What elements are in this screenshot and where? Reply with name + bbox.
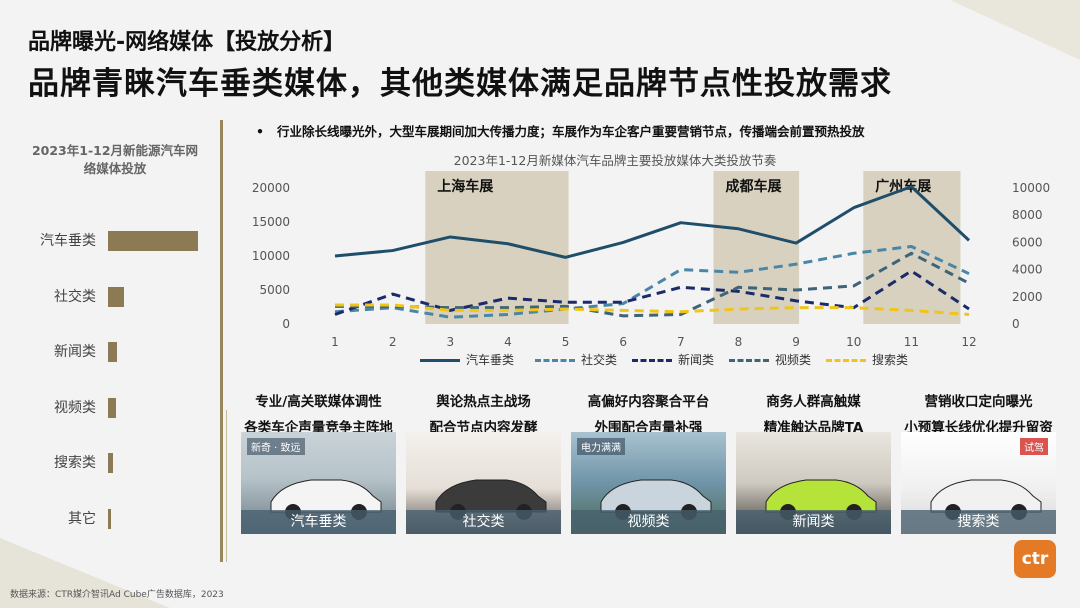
legend-swatch: [535, 359, 575, 362]
bar-row: 搜索类: [20, 451, 215, 475]
divider: [226, 410, 227, 562]
divider: [220, 120, 223, 562]
legend-label: 视频类: [775, 353, 812, 367]
event-band: [425, 171, 569, 324]
horizontal-bar-chart: 汽车垂类社交类新闻类视频类搜索类其它: [20, 215, 215, 545]
x-tick: 1: [331, 335, 339, 349]
media-example-image: 新闻类: [736, 432, 891, 534]
column-heading: 营销收口定向曝光: [924, 394, 1033, 410]
y-left-tick: 10000: [252, 249, 290, 263]
column-caption: 社交类: [406, 510, 561, 534]
bar-label: 汽车垂类: [40, 233, 96, 249]
y-left-tick: 5000: [259, 283, 290, 297]
event-label: 上海车展: [437, 178, 493, 195]
y-right-tick: 10000: [1012, 181, 1050, 195]
media-example-image: 电力满满视频类: [571, 432, 726, 534]
event-label: 成都车展: [725, 178, 781, 195]
bar-chart-title: 2023年1-12月新能源汽车网络媒体投放: [31, 143, 199, 176]
legend-swatch: [729, 359, 769, 362]
y-left-tick: 20000: [252, 181, 290, 195]
bar: [108, 397, 117, 418]
x-tick: 9: [792, 335, 800, 349]
series-line: [335, 303, 970, 316]
y-right-tick: 4000: [1012, 263, 1043, 277]
legend-label: 新闻类: [678, 353, 715, 367]
x-tick: 7: [677, 335, 685, 349]
legend-label: 汽车垂类: [466, 353, 515, 367]
legend-swatch: [826, 359, 866, 362]
column-heading: 专业/高关联媒体调性: [255, 394, 382, 410]
bar: [108, 508, 111, 529]
source-note: 数据来源：CTR媒介智讯Ad Cube广告数据库，2023: [10, 590, 224, 600]
media-example-image: 新奇 · 致远汽车垂类: [241, 432, 396, 534]
bar-row: 汽车垂类: [20, 229, 215, 253]
series-line: [334, 185, 971, 259]
event-band: [713, 171, 800, 324]
y-left-tick: 0: [282, 317, 290, 331]
x-tick: 3: [446, 335, 454, 349]
column-caption: 汽车垂类: [241, 510, 396, 534]
column-caption: 视频类: [571, 510, 726, 534]
y-left-tick: 15000: [252, 215, 290, 229]
bar-label: 其它: [68, 510, 96, 527]
y-right-tick: 6000: [1012, 235, 1043, 249]
bar: [108, 231, 198, 251]
bullet-note-text: 行业除长线曝光外，大型车展期间加大传播力度；车展作为车企客户重要营销节点，传播端…: [277, 124, 865, 139]
bar-row: 社交类: [20, 285, 215, 309]
bar: [108, 453, 113, 473]
corner-decoration: [0, 538, 170, 608]
media-example-image: 社交类: [406, 432, 561, 534]
x-tick: 4: [504, 335, 512, 349]
page-title: 品牌青睐汽车垂类媒体，其他类媒体满足品牌节点性投放需求: [28, 66, 892, 102]
x-tick: 12: [961, 335, 976, 349]
y-right-tick: 8000: [1012, 208, 1043, 222]
column-heading: 商务人群高触媒: [766, 394, 861, 410]
image-overlay-text: 电力满满: [577, 438, 625, 455]
event-label: 广州车展: [875, 178, 931, 195]
bar: [108, 286, 125, 307]
x-tick: 8: [735, 335, 743, 349]
line-chart: 上海车展 成都车展 广州车展 0 5000 10000 15000 20000 0 2000 400…: [252, 171, 1050, 349]
corner-decoration: [950, 0, 1080, 60]
column-caption: 新闻类: [736, 510, 891, 534]
x-tick: 10: [846, 335, 861, 349]
image-overlay-text: 新奇 · 致远: [247, 438, 305, 455]
column-heading: 舆论热点主战场: [436, 394, 531, 410]
bar-label: 视频类: [54, 399, 96, 416]
bar-row: 视频类: [20, 396, 215, 420]
bar: [108, 342, 117, 362]
legend-label: 搜索类: [872, 353, 909, 367]
bar-row: 其它: [20, 507, 215, 531]
media-columns: 专业/高关联媒体调性 各类车企声量竞争主阵地 新奇 · 致远 汽车垂类 舆论热点主战场配…: [236, 390, 1076, 540]
x-tick: 2: [389, 335, 397, 349]
y-right-tick: 2000: [1012, 290, 1043, 304]
bar-label: 社交类: [54, 288, 96, 305]
bullet-note: • 行业除长线曝光外，大型车展期间加大传播力度；车展作为车企客户重要营销节点，传…: [256, 124, 865, 139]
page-subtitle: 品牌曝光-网络媒体【投放分析】: [28, 30, 346, 55]
bar-label: 新闻类: [54, 344, 96, 360]
series-line: [334, 244, 970, 319]
bar-label: 搜索类: [54, 455, 96, 471]
column-heading: 高偏好内容聚合平台: [587, 394, 710, 410]
legend-swatch: [632, 359, 672, 362]
x-tick: 5: [562, 335, 570, 349]
y-right-tick: 0: [1012, 317, 1020, 331]
legend-label: 社交类: [581, 353, 618, 367]
x-tick: 11: [904, 335, 919, 349]
ctr-logo: ctr: [1014, 540, 1056, 578]
x-tick: 6: [619, 335, 627, 349]
image-overlay-text: 试驾: [1020, 438, 1048, 455]
series-line: [335, 251, 970, 318]
legend-swatch: [420, 359, 460, 362]
line-chart-title: 2023年1-12月新媒体汽车品牌主要投放媒体大类投放节奏: [453, 153, 777, 168]
bar-row: 新闻类: [20, 340, 215, 364]
column-caption: 搜索类: [901, 510, 1056, 534]
media-example-image: 试驾搜索类: [901, 432, 1056, 534]
